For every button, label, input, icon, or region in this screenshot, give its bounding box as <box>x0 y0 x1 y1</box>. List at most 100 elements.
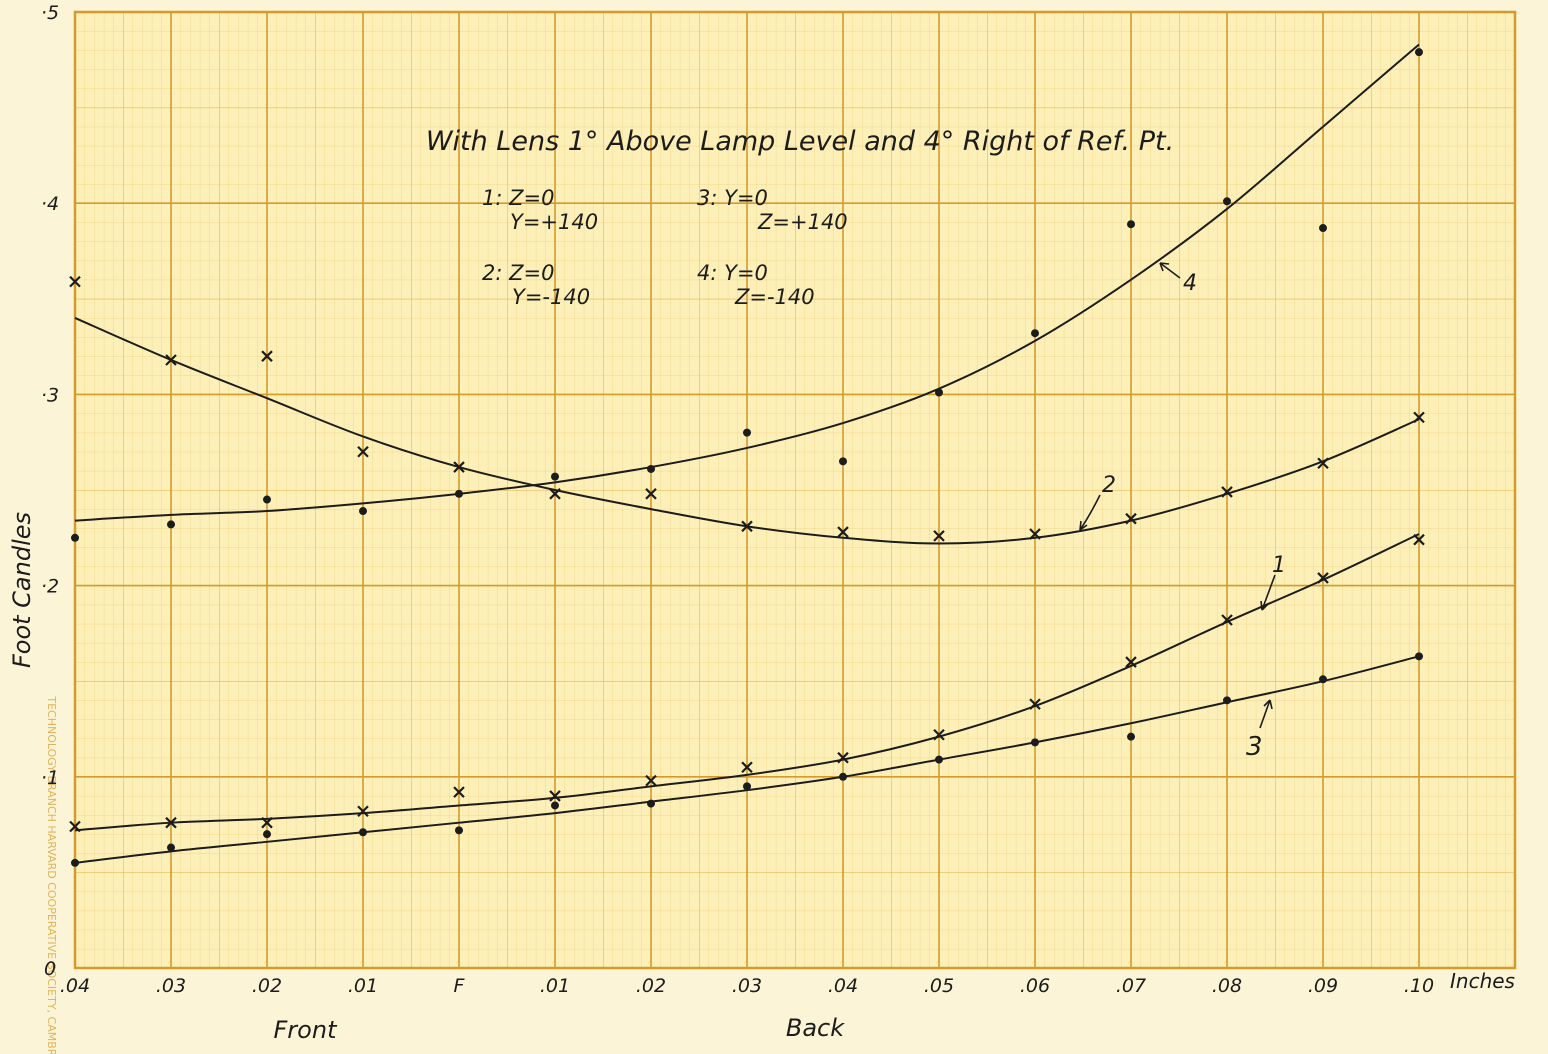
arrow <box>1159 262 1181 279</box>
x-marker <box>1317 457 1329 470</box>
dot-marker <box>647 464 655 473</box>
curve-label: 3 <box>1246 732 1263 762</box>
x-marker <box>645 774 657 787</box>
x-tick-label: .07 <box>1116 975 1146 997</box>
y-tick-label: ·5 <box>41 2 59 24</box>
y-tick-label: ·4 <box>41 193 59 215</box>
x-marker <box>261 816 273 829</box>
dot-marker <box>1319 224 1327 233</box>
x-marker <box>69 820 81 833</box>
dot-marker <box>1223 197 1231 206</box>
x-tick-label: .06 <box>1020 975 1050 997</box>
x-tick-label: .08 <box>1212 975 1242 997</box>
region-label: Back <box>786 1014 845 1042</box>
legend-text: Y=+140 <box>510 210 598 234</box>
dot-marker <box>743 782 751 791</box>
dot-marker <box>359 828 367 837</box>
x-marker <box>357 445 369 458</box>
x-marker <box>741 520 753 533</box>
dot-marker <box>1031 329 1039 338</box>
legend-text: Z=-140 <box>734 285 815 309</box>
dot-marker <box>1127 220 1135 229</box>
x-marker <box>645 488 657 500</box>
dot-marker <box>935 388 943 397</box>
dot-marker <box>551 472 559 481</box>
mid-grid <box>75 12 1515 968</box>
y-tick-label: ·2 <box>41 576 59 598</box>
x-marker <box>837 751 849 764</box>
x-tick-label: .03 <box>156 975 186 997</box>
legend-text: 4: Y=0 <box>697 261 768 285</box>
x-marker <box>1413 533 1425 546</box>
arrow <box>1079 494 1101 531</box>
region-label: Front <box>274 1016 339 1044</box>
x-tick-label: .04 <box>828 975 858 997</box>
dot-marker <box>1031 738 1039 747</box>
x-marker <box>1317 572 1329 584</box>
arrow <box>1259 699 1273 729</box>
x-marker <box>1221 614 1233 626</box>
x-marker <box>69 275 81 288</box>
x-marker <box>261 350 273 362</box>
dot-marker <box>359 507 367 516</box>
x-tick-label: .09 <box>1308 975 1338 997</box>
curve-label: 4 <box>1183 271 1197 296</box>
x-marker <box>357 805 369 817</box>
dot-marker <box>1319 675 1327 684</box>
legend-text: Z=+140 <box>757 210 848 234</box>
dot-marker <box>935 755 943 764</box>
dot-marker <box>167 520 175 529</box>
x-marker <box>837 526 849 538</box>
y-tick-label: ·1 <box>41 767 59 789</box>
x-marker <box>1221 486 1233 498</box>
x-tick-label: .02 <box>252 975 282 997</box>
dot-marker <box>263 495 271 504</box>
x-tick-label: .01 <box>348 975 378 997</box>
legend-text: 2: Z=0 <box>482 261 554 285</box>
dot-marker <box>551 801 559 810</box>
x-marker <box>741 761 753 774</box>
x-marker <box>1413 411 1425 424</box>
x-unit: Inches <box>1450 969 1515 993</box>
x-marker <box>1125 656 1137 668</box>
fit-curve <box>74 43 1420 522</box>
x-marker <box>549 488 561 500</box>
x-marker <box>549 790 561 802</box>
chart-title: With Lens 1° Above Lamp Level and 4° Rig… <box>426 126 1174 157</box>
dot-marker <box>1127 732 1135 741</box>
dot-marker <box>839 772 847 781</box>
curve-label: 1 <box>1272 553 1286 578</box>
x-marker <box>1125 512 1137 525</box>
dot-marker <box>647 799 655 808</box>
stamp: TECHNOLOGY BRANCH HARVARD COOPERATIVE SO… <box>45 695 58 1054</box>
y-axis-label: Foot Candles <box>8 512 36 668</box>
y-tick-label: ·3 <box>41 384 59 406</box>
x-tick-label: .10 <box>1404 975 1434 997</box>
fit-curve <box>74 533 1420 832</box>
x-tick-label: .05 <box>924 975 954 997</box>
legend-text: Y=-140 <box>512 285 590 309</box>
x-tick-label: .01 <box>540 975 570 997</box>
dot-marker <box>743 428 751 437</box>
x-marker <box>165 354 177 366</box>
legend-text: 3: Y=0 <box>697 186 768 210</box>
x-marker <box>453 461 465 473</box>
dot-marker <box>71 533 79 542</box>
legend-text: 1: Z=0 <box>482 186 554 210</box>
x-tick-label: .02 <box>636 975 666 997</box>
dot-marker <box>263 830 271 839</box>
curve-label: 2 <box>1102 473 1116 498</box>
dot-marker <box>167 843 175 852</box>
dot-marker <box>455 489 463 498</box>
dot-marker <box>1415 48 1423 57</box>
x-marker <box>453 786 465 798</box>
plot-border <box>73 10 1517 970</box>
x-marker <box>1029 528 1041 540</box>
x-marker <box>165 816 177 829</box>
legend: 1: Z=0 Y=+140 2: Z=0 Y=-140 3: Y=0 Z=+14… <box>482 186 848 309</box>
dot-marker <box>1415 652 1423 661</box>
x-tick-label: .04 <box>60 975 90 997</box>
dot-marker <box>839 457 847 466</box>
x-tick-label: F <box>454 975 466 997</box>
